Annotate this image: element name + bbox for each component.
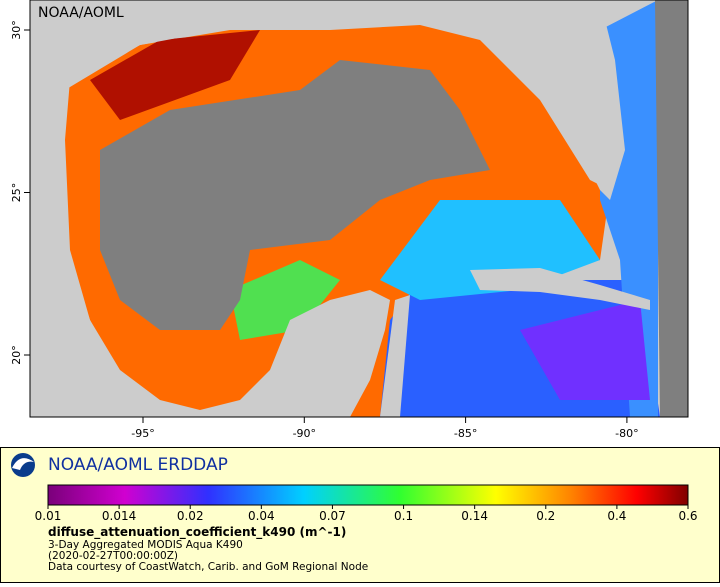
x-tick-label: -90° bbox=[293, 427, 316, 440]
x-tick-label: -95° bbox=[131, 427, 154, 440]
colorbar-label: 0.14 bbox=[461, 509, 488, 523]
legend-title: NOAA/AOML ERDDAP bbox=[48, 455, 228, 475]
y-axis: 30° 25° 20° bbox=[10, 20, 30, 365]
noaa-logo-bird bbox=[12, 458, 34, 470]
x-axis: -95° -90° -85° -80° bbox=[131, 417, 639, 440]
x-tick-label: -85° bbox=[454, 427, 477, 440]
legend-lines: 3-Day Aggregated MODIS Aqua K490(2020-02… bbox=[48, 539, 368, 573]
colorbar-label: 0.04 bbox=[248, 509, 275, 523]
colorbar bbox=[47, 484, 689, 506]
colorbar-label: 0.014 bbox=[102, 509, 136, 523]
colorbar-label: 0.07 bbox=[319, 509, 346, 523]
colorbar-label: 0.4 bbox=[607, 509, 626, 523]
x-tick-label: -80° bbox=[615, 427, 638, 440]
map-frame bbox=[29, 0, 689, 418]
legend-line: Data courtesy of CoastWatch, Carib. and … bbox=[48, 561, 368, 573]
watermark: NOAA/AOML bbox=[38, 5, 124, 21]
legend-panel bbox=[0, 447, 720, 583]
colorbar-label: 0.01 bbox=[35, 509, 62, 523]
y-tick-label: 20° bbox=[10, 345, 23, 365]
colorbar-label: 0.2 bbox=[536, 509, 555, 523]
legend-line: (2020-02-27T00:00:00Z) bbox=[48, 550, 178, 562]
y-tick-label: 25° bbox=[10, 183, 23, 203]
colorbar-label: 0.1 bbox=[394, 509, 413, 523]
variable-name: diffuse_attenuation_coefficient_k490 (m^… bbox=[48, 525, 346, 540]
colorbar-label: 0.6 bbox=[678, 509, 697, 523]
legend-line: 3-Day Aggregated MODIS Aqua K490 bbox=[48, 539, 243, 551]
colorbar-label: 0.02 bbox=[177, 509, 204, 523]
colorbar-labels: 0.01 0.014 0.02 0.04 0.07 0.1 0.14 0.2 0.4 0.6 bbox=[35, 505, 698, 523]
map-image bbox=[30, 0, 688, 417]
y-tick-label: 30° bbox=[10, 20, 23, 40]
